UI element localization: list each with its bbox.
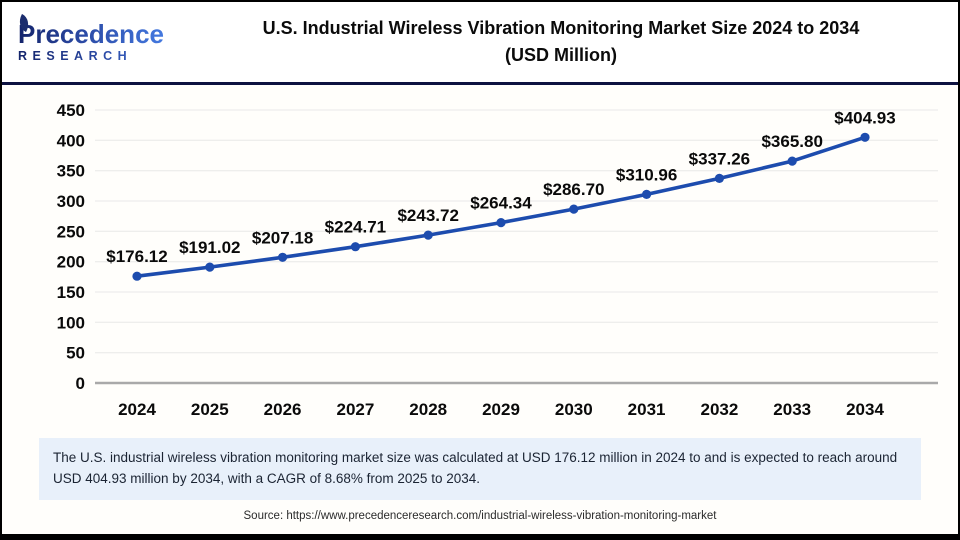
x-tick-label: 2025 [191, 400, 229, 419]
data-point-2029 [496, 218, 506, 228]
data-label-2028: $243.72 [397, 206, 458, 225]
data-point-2026 [278, 252, 288, 262]
data-point-2027 [350, 242, 360, 252]
x-tick-label: 2030 [555, 400, 593, 419]
data-label-2029: $264.34 [470, 194, 532, 213]
data-point-2028 [423, 230, 433, 240]
y-tick-label: 100 [57, 313, 85, 332]
data-label-2024: $176.12 [106, 247, 167, 266]
data-point-2025 [205, 262, 215, 272]
data-label-2030: $286.70 [543, 180, 604, 199]
data-label-2025: $191.02 [179, 238, 240, 257]
data-label-2032: $337.26 [689, 149, 750, 168]
data-point-2030 [569, 204, 579, 214]
x-tick-label: 2029 [482, 400, 520, 419]
chart-title-line1: U.S. Industrial Wireless Vibration Monit… [262, 18, 860, 38]
data-label-2034: $404.93 [834, 108, 895, 127]
source-link[interactable]: Source: https://www.precedenceresearch.c… [243, 509, 717, 522]
data-point-2033 [787, 156, 797, 166]
data-point-2034 [860, 132, 870, 142]
x-tick-label: 2034 [846, 400, 884, 419]
chart-area: 0 50 100 150 200 250 300 350 400 450 2024 2025 2026 2… [30, 93, 958, 428]
market-line-chart: 0 50 100 150 200 250 300 350 400 450 2024 2025 2026 2… [57, 101, 938, 419]
chart-title-line2: (USD Million) [505, 45, 617, 65]
y-tick-label: 0 [76, 374, 85, 393]
y-tick-label: 250 [57, 222, 85, 241]
data-label-2033: $365.80 [761, 132, 822, 151]
y-tick-label: 200 [57, 253, 85, 272]
data-point-2032 [714, 173, 725, 183]
x-tick-label: 2024 [118, 400, 156, 419]
x-tick-label: 2027 [336, 400, 374, 419]
x-tick-label: 2028 [409, 400, 447, 419]
y-tick-label: 50 [66, 344, 85, 363]
precedence-research-logo: Precedence RESEARCH [15, 14, 186, 63]
summary-note: The U.S. industrial wireless vibration m… [39, 438, 921, 500]
y-tick-label: 350 [57, 162, 85, 181]
data-point-2031 [642, 189, 652, 199]
data-label-2026: $207.18 [252, 228, 313, 247]
y-tick-label: 150 [57, 283, 85, 302]
logo-subtitle: RESEARCH [18, 50, 186, 63]
data-label-2031: $310.96 [616, 165, 677, 184]
x-tick-label: 2032 [700, 400, 738, 419]
x-tick-label: 2033 [773, 400, 811, 419]
x-tick-label: 2026 [264, 400, 302, 419]
header: Precedence RESEARCH U.S. Industrial Wire… [2, 2, 958, 85]
data-label-2027: $224.71 [325, 218, 386, 237]
y-tick-label: 400 [57, 131, 85, 150]
y-tick-label: 450 [57, 101, 85, 120]
chart-title: U.S. Industrial Wireless Vibration Monit… [186, 15, 936, 69]
x-tick-label: 2031 [628, 400, 666, 419]
data-point-2024 [132, 271, 142, 281]
y-tick-label: 300 [57, 192, 85, 211]
logo-wordmark: Precedence [18, 19, 164, 50]
